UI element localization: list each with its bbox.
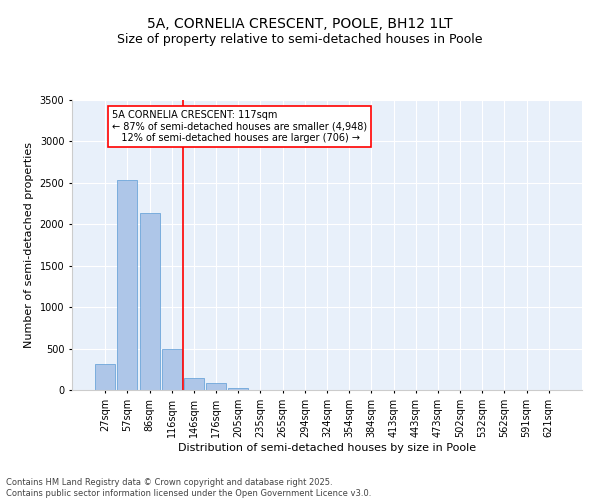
Bar xyxy=(118,180,137,390)
Y-axis label: Number of semi-detached properties: Number of semi-detached properties xyxy=(24,142,34,348)
Bar xyxy=(206,382,226,390)
Bar xyxy=(95,364,115,390)
Text: 5A CORNELIA CRESCENT: 117sqm
← 87% of semi-detached houses are smaller (4,948)
 : 5A CORNELIA CRESCENT: 117sqm ← 87% of se… xyxy=(112,110,367,143)
Bar xyxy=(140,212,160,390)
Text: 5A, CORNELIA CRESCENT, POOLE, BH12 1LT: 5A, CORNELIA CRESCENT, POOLE, BH12 1LT xyxy=(147,18,453,32)
Text: Size of property relative to semi-detached houses in Poole: Size of property relative to semi-detach… xyxy=(117,32,483,46)
X-axis label: Distribution of semi-detached houses by size in Poole: Distribution of semi-detached houses by … xyxy=(178,442,476,452)
Bar xyxy=(228,388,248,390)
Text: Contains HM Land Registry data © Crown copyright and database right 2025.
Contai: Contains HM Land Registry data © Crown c… xyxy=(6,478,371,498)
Bar xyxy=(184,378,204,390)
Bar xyxy=(162,348,182,390)
